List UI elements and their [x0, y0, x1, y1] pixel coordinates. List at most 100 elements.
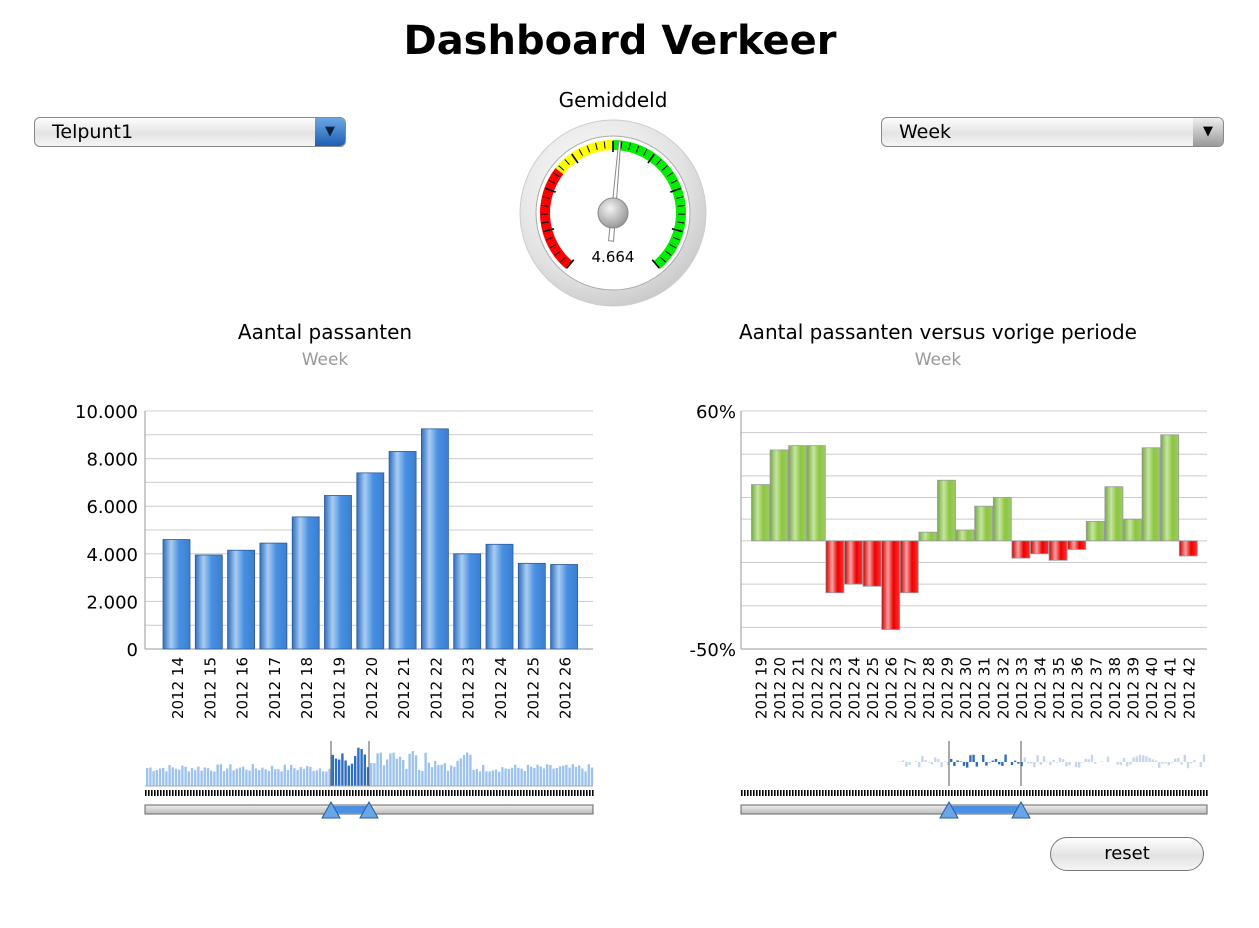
chevron-down-icon[interactable]: ▼: [1193, 118, 1223, 146]
navigator-bar: [437, 765, 440, 786]
bar[interactable]: [992, 497, 1012, 542]
navigator-bar: [402, 760, 405, 786]
navigator-bar: [229, 764, 232, 786]
reset-button[interactable]: reset: [1050, 837, 1204, 871]
navigator-tick: [202, 790, 204, 796]
gauge-label: Gemiddeld: [558, 88, 668, 112]
navigator-tick: [876, 790, 878, 796]
chart2-subtitle: Week: [914, 350, 962, 370]
bar[interactable]: [162, 539, 191, 650]
navigator-tick: [508, 790, 510, 796]
scrollbar-selection[interactable]: [949, 806, 1021, 813]
bar[interactable]: [324, 495, 352, 650]
bar[interactable]: [1085, 520, 1105, 542]
bar[interactable]: [291, 516, 320, 650]
gauge-red-zone: [540, 168, 573, 269]
gauge-tick: [671, 228, 683, 233]
scrollbar-selection[interactable]: [331, 806, 369, 813]
navigator-tick: [265, 790, 267, 796]
navigator-tick: [1125, 790, 1127, 796]
bar[interactable]: [1141, 447, 1161, 542]
bar[interactable]: [918, 531, 938, 542]
bar[interactable]: [388, 451, 417, 650]
navigator-tick: [331, 790, 333, 796]
bar[interactable]: [1030, 540, 1049, 555]
navigator-bar: [389, 753, 392, 786]
bar[interactable]: [1104, 486, 1124, 542]
bar[interactable]: [899, 540, 919, 594]
chevron-down-icon[interactable]: ▼: [315, 118, 345, 146]
bar[interactable]: [751, 484, 770, 542]
bar[interactable]: [788, 445, 808, 542]
navigator-bar: [325, 771, 328, 786]
navigator-tick: [169, 790, 171, 796]
navigator-bar: [485, 771, 488, 786]
navigator-tick: [430, 790, 432, 796]
bar[interactable]: [844, 540, 863, 585]
bar[interactable]: [937, 479, 956, 542]
navigator-bar: [1090, 754, 1094, 762]
bar[interactable]: [1011, 540, 1031, 559]
bar[interactable]: [862, 540, 882, 587]
bar[interactable]: [881, 540, 901, 630]
navigator-bar: [299, 767, 302, 786]
navigator-bar: [1151, 759, 1154, 762]
bar[interactable]: [825, 540, 845, 594]
navigator-bar: [418, 769, 421, 786]
bar[interactable]: [806, 445, 826, 542]
navigator-bar: [482, 764, 485, 786]
navigator-bar: [341, 753, 344, 786]
navigator-bar: [421, 770, 424, 786]
bar[interactable]: [259, 542, 288, 650]
bar[interactable]: [769, 449, 789, 542]
gauge-tick: [628, 143, 631, 151]
navigator-tick: [921, 790, 923, 796]
navigator-tick: [496, 790, 498, 796]
x-tick-label: 2012 33: [1013, 657, 1031, 719]
bar[interactable]: [485, 543, 514, 650]
bar[interactable]: [1067, 540, 1087, 550]
navigator-bar: [434, 760, 437, 786]
navigator-tick: [250, 790, 252, 796]
range-handle[interactable]: [321, 800, 341, 819]
bar[interactable]: [955, 529, 975, 542]
navigator-bar: [1142, 755, 1145, 762]
navigator-tick: [1110, 790, 1112, 796]
bar[interactable]: [517, 562, 546, 650]
bar[interactable]: [974, 505, 994, 542]
navigator-tick: [750, 790, 752, 796]
bar[interactable]: [356, 472, 385, 650]
bar[interactable]: [420, 428, 449, 650]
navigator-bar: [1170, 762, 1174, 763]
bar[interactable]: [1160, 434, 1180, 542]
navigator-tick: [1065, 790, 1067, 796]
navigator-tick: [154, 790, 156, 796]
x-tick-label: 2012 25: [864, 657, 882, 719]
navigator-bar: [991, 760, 994, 762]
bar[interactable]: [1048, 540, 1068, 561]
navigator-bar: [982, 754, 985, 762]
navigator-tick: [1026, 790, 1028, 796]
range-navigator[interactable]: [144, 741, 594, 819]
bar[interactable]: [550, 564, 578, 650]
location-select[interactable]: Telpunt1 ▼: [34, 117, 346, 147]
navigator-bar: [539, 766, 542, 786]
navigator-tick: [966, 790, 968, 796]
navigator-bar: [306, 765, 309, 786]
navigator-tick: [391, 790, 393, 796]
navigator-bar: [950, 758, 953, 762]
navigator-tick: [409, 790, 411, 796]
period-select[interactable]: Week ▼: [881, 117, 1224, 147]
navigator-tick: [205, 790, 207, 796]
range-handle[interactable]: [359, 800, 379, 819]
navigator-tick: [511, 790, 513, 796]
bar[interactable]: [194, 554, 223, 650]
range-handle[interactable]: [939, 800, 959, 819]
range-handle[interactable]: [1011, 800, 1031, 819]
range-navigator[interactable]: [740, 741, 1209, 819]
bar[interactable]: [227, 549, 256, 650]
bar[interactable]: [1123, 518, 1142, 542]
bar[interactable]: [453, 553, 482, 650]
bar[interactable]: [1178, 540, 1198, 557]
navigator-tick: [229, 790, 231, 796]
